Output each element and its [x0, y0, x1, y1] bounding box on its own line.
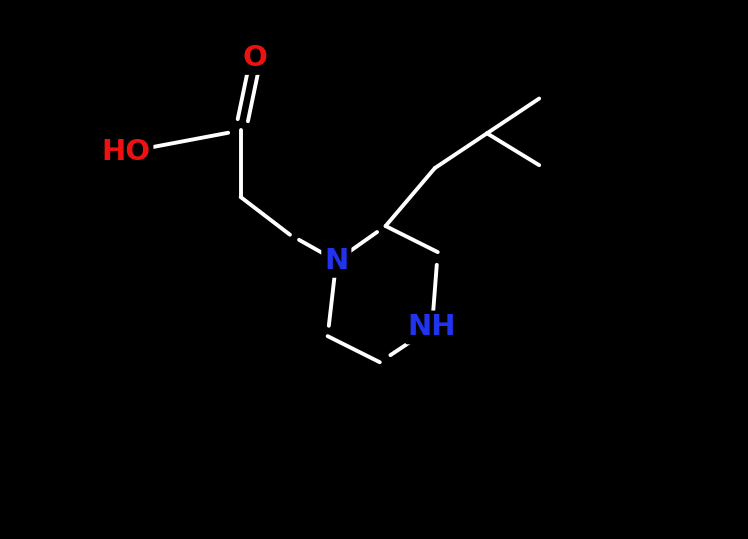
- Text: NH: NH: [408, 314, 456, 342]
- Text: N: N: [324, 247, 349, 275]
- Text: HO: HO: [102, 138, 150, 166]
- Text: O: O: [243, 44, 268, 72]
